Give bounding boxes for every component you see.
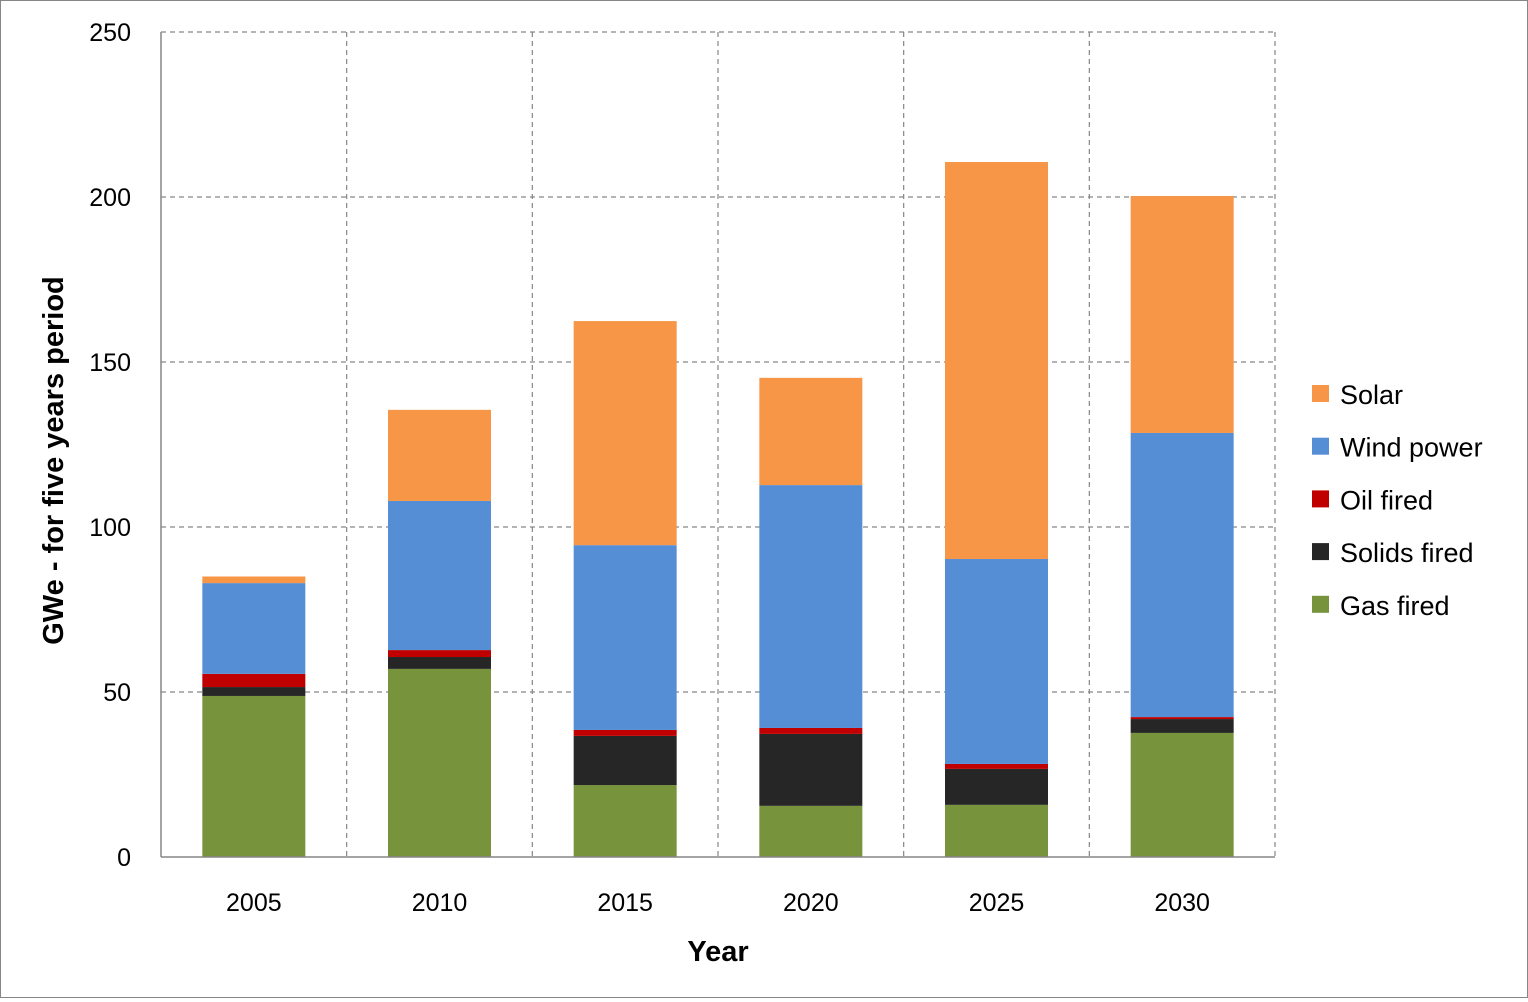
x-tick-label: 2005 — [226, 889, 282, 917]
legend-label: Gas fired — [1340, 591, 1450, 621]
bar-segment-gas-fired-2010 — [388, 668, 491, 857]
bar-segment-gas-fired-2005 — [202, 695, 306, 857]
legend-swatch-solar — [1312, 385, 1329, 402]
legend-swatch-gas-fired — [1312, 595, 1329, 613]
bar-segment-oil-fired-2005 — [202, 673, 306, 688]
x-tick-label: 2010 — [412, 889, 468, 917]
x-tick-label: 2020 — [783, 889, 839, 917]
bar-segment-oil-fired-2030 — [1130, 717, 1234, 720]
legend-swatch-solids-fired — [1312, 543, 1329, 561]
bar-segment-solids-fired-2005 — [202, 687, 306, 696]
legend-label: Oil fired — [1340, 485, 1433, 515]
legend-label: Solar — [1340, 380, 1403, 410]
bar-segment-wind-power-2010 — [388, 500, 491, 651]
bar-segment-wind-power-2015 — [573, 545, 677, 730]
bar-segment-gas-fired-2015 — [573, 785, 677, 857]
bar-segment-solar-2025 — [945, 162, 1048, 560]
y-tick-label: 50 — [103, 679, 131, 707]
x-tick-label: 2030 — [1154, 889, 1210, 917]
y-tick-label: 0 — [117, 844, 131, 872]
bar-segment-solar-2020 — [759, 377, 863, 486]
bar-segment-solids-fired-2010 — [388, 657, 491, 669]
bar-segment-oil-fired-2015 — [573, 729, 677, 736]
bar-segment-gas-fired-2025 — [945, 804, 1048, 857]
bar-segment-solar-2015 — [573, 321, 677, 546]
legend-swatch-wind-power — [1312, 437, 1329, 455]
y-tick-label: 200 — [89, 184, 131, 212]
x-axis-title: Year — [687, 936, 748, 968]
y-tick-label: 150 — [89, 349, 131, 377]
bar-segment-gas-fired-2030 — [1130, 732, 1234, 857]
x-tick-label: 2015 — [597, 889, 653, 917]
bar-segment-solids-fired-2030 — [1130, 719, 1234, 733]
bar-segment-wind-power-2005 — [202, 583, 306, 674]
legend-swatch-oil-fired — [1312, 490, 1329, 508]
y-axis-title: GWe - for five years period — [38, 276, 70, 645]
x-tick-label: 2025 — [969, 889, 1025, 917]
legend-label: Solids fired — [1340, 538, 1474, 568]
bar-segment-solids-fired-2025 — [945, 768, 1048, 805]
y-tick-label: 250 — [89, 19, 131, 47]
bar-segment-oil-fired-2020 — [759, 727, 863, 734]
bar-segment-solids-fired-2020 — [759, 733, 863, 806]
bar-segment-solids-fired-2015 — [573, 735, 677, 786]
bar-segment-solar-2005 — [202, 576, 306, 584]
bar-segment-oil-fired-2010 — [388, 650, 491, 658]
bar-segment-wind-power-2020 — [759, 485, 863, 728]
legend-label: Wind power — [1340, 433, 1483, 463]
bar-segment-oil-fired-2025 — [945, 763, 1048, 769]
bar-segment-gas-fired-2020 — [759, 805, 863, 857]
bar-segment-wind-power-2025 — [945, 559, 1048, 764]
y-tick-label: 100 — [89, 514, 131, 542]
bar-segment-solar-2010 — [388, 409, 491, 501]
bar-segment-solar-2030 — [1130, 196, 1234, 433]
bar-segment-wind-power-2030 — [1130, 432, 1234, 718]
